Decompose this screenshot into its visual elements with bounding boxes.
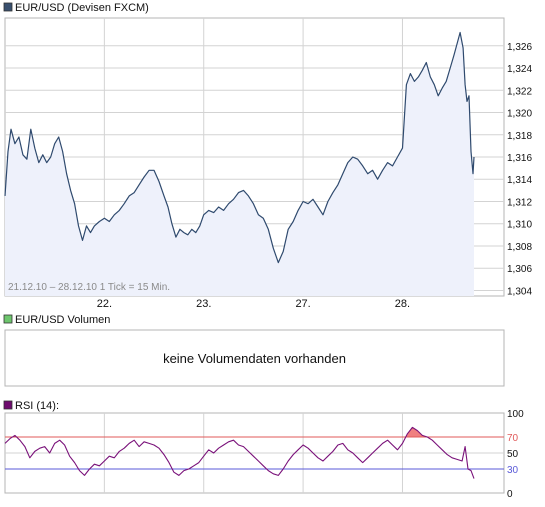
price-x-axis: 22. 23. 27. 28. [97, 298, 410, 310]
price-y-tick-label: 1,308 [507, 242, 532, 253]
volume-panel-frame [4, 329, 505, 387]
price-y-tick-label: 1,310 [507, 220, 532, 231]
price-y-tick-label: 1,314 [507, 175, 532, 186]
price-y-tick-label: 1,326 [507, 42, 532, 53]
no-volume-data-message: keine Volumendaten vorhanden [163, 350, 346, 366]
rsi-y-axis: 0 30 50 70 100 [507, 409, 524, 500]
price-area-fill [5, 32, 474, 296]
price-y-axis: 1,304 1,306 1,308 1,310 1,312 1,314 1,316 1,318… [507, 42, 532, 298]
rsi-panel: 0 30 50 70 100 [4, 409, 524, 500]
rsi-y-tick-label: 0 [507, 489, 513, 500]
rsi-grid [5, 413, 504, 493]
rsi-y-tick-label: 100 [507, 409, 524, 420]
rsi-legend-swatch [3, 400, 13, 410]
price-x-tick-label: 27. [295, 298, 310, 310]
price-y-tick-label: 1,304 [507, 286, 532, 297]
rsi-legend: RSI (14): [3, 400, 59, 412]
rsi-y-tick-label: 30 [507, 465, 519, 476]
price-legend-swatch [3, 2, 13, 12]
price-x-tick-label: 22. [97, 298, 112, 310]
rsi-y-tick-label: 70 [507, 433, 519, 444]
rsi-series-line [4, 426, 475, 479]
price-legend-label: EUR/USD (Devisen FXCM) [15, 2, 149, 14]
rsi-legend-label: RSI (14): [15, 400, 59, 412]
volume-legend-label: EUR/USD Volumen [15, 314, 110, 326]
price-y-tick-label: 1,324 [507, 64, 532, 75]
price-series-line [4, 31, 475, 264]
price-info-text: 21.12.10 – 28.12.10 1 Tick = 15 Min. [8, 282, 170, 293]
price-y-tick-label: 1,306 [507, 264, 532, 275]
price-x-tick-label: 23. [196, 298, 211, 310]
rsi-y-tick-label: 50 [507, 449, 519, 460]
price-y-tick-label: 1,316 [507, 153, 532, 164]
price-y-tick-label: 1,312 [507, 197, 532, 208]
volume-legend-swatch [3, 314, 13, 324]
volume-legend: EUR/USD Volumen [3, 314, 110, 326]
price-y-tick-label: 1,322 [507, 86, 532, 97]
price-y-tick-label: 1,320 [507, 109, 532, 120]
price-panel: 1,304 1,306 1,308 1,310 1,312 1,314 1,316 1,318… [4, 17, 532, 310]
price-x-tick-label: 28. [395, 298, 410, 310]
price-legend: EUR/USD (Devisen FXCM) [3, 2, 149, 14]
price-y-tick-label: 1,318 [507, 131, 532, 142]
